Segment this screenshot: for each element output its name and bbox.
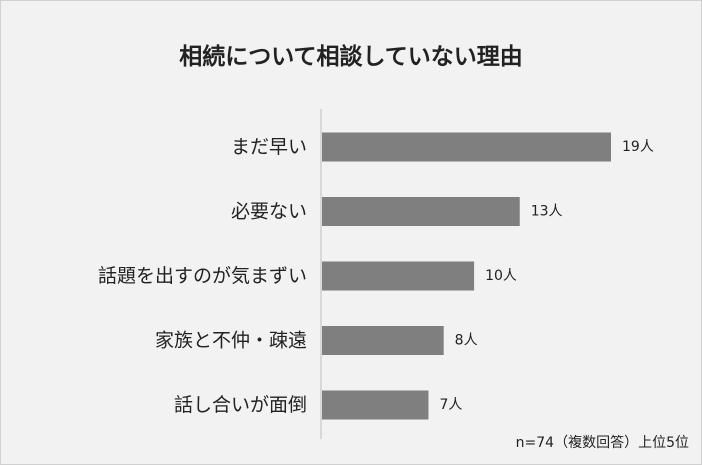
value-label: 7人 bbox=[439, 397, 462, 413]
bar bbox=[322, 390, 429, 420]
category-label: 家族と不仲・疎遠 bbox=[155, 330, 307, 352]
category-label: まだ早い bbox=[231, 136, 307, 158]
category-label: 話し合いが面倒 bbox=[174, 394, 307, 416]
value-label: 13人 bbox=[531, 204, 563, 220]
bar bbox=[322, 326, 444, 355]
value-label: 10人 bbox=[485, 268, 517, 284]
bar bbox=[322, 132, 611, 162]
category-label: 必要ない bbox=[231, 201, 307, 223]
chart-title: 相続について相談していない理由 bbox=[179, 44, 523, 70]
sample-note: n=74（複数回答）上位5位 bbox=[515, 435, 689, 451]
value-label: 19人 bbox=[622, 139, 654, 155]
category-label: 話題を出すのが気まずい bbox=[98, 265, 307, 287]
bar bbox=[322, 197, 520, 226]
bar bbox=[322, 261, 475, 291]
value-label: 8人 bbox=[455, 333, 478, 349]
